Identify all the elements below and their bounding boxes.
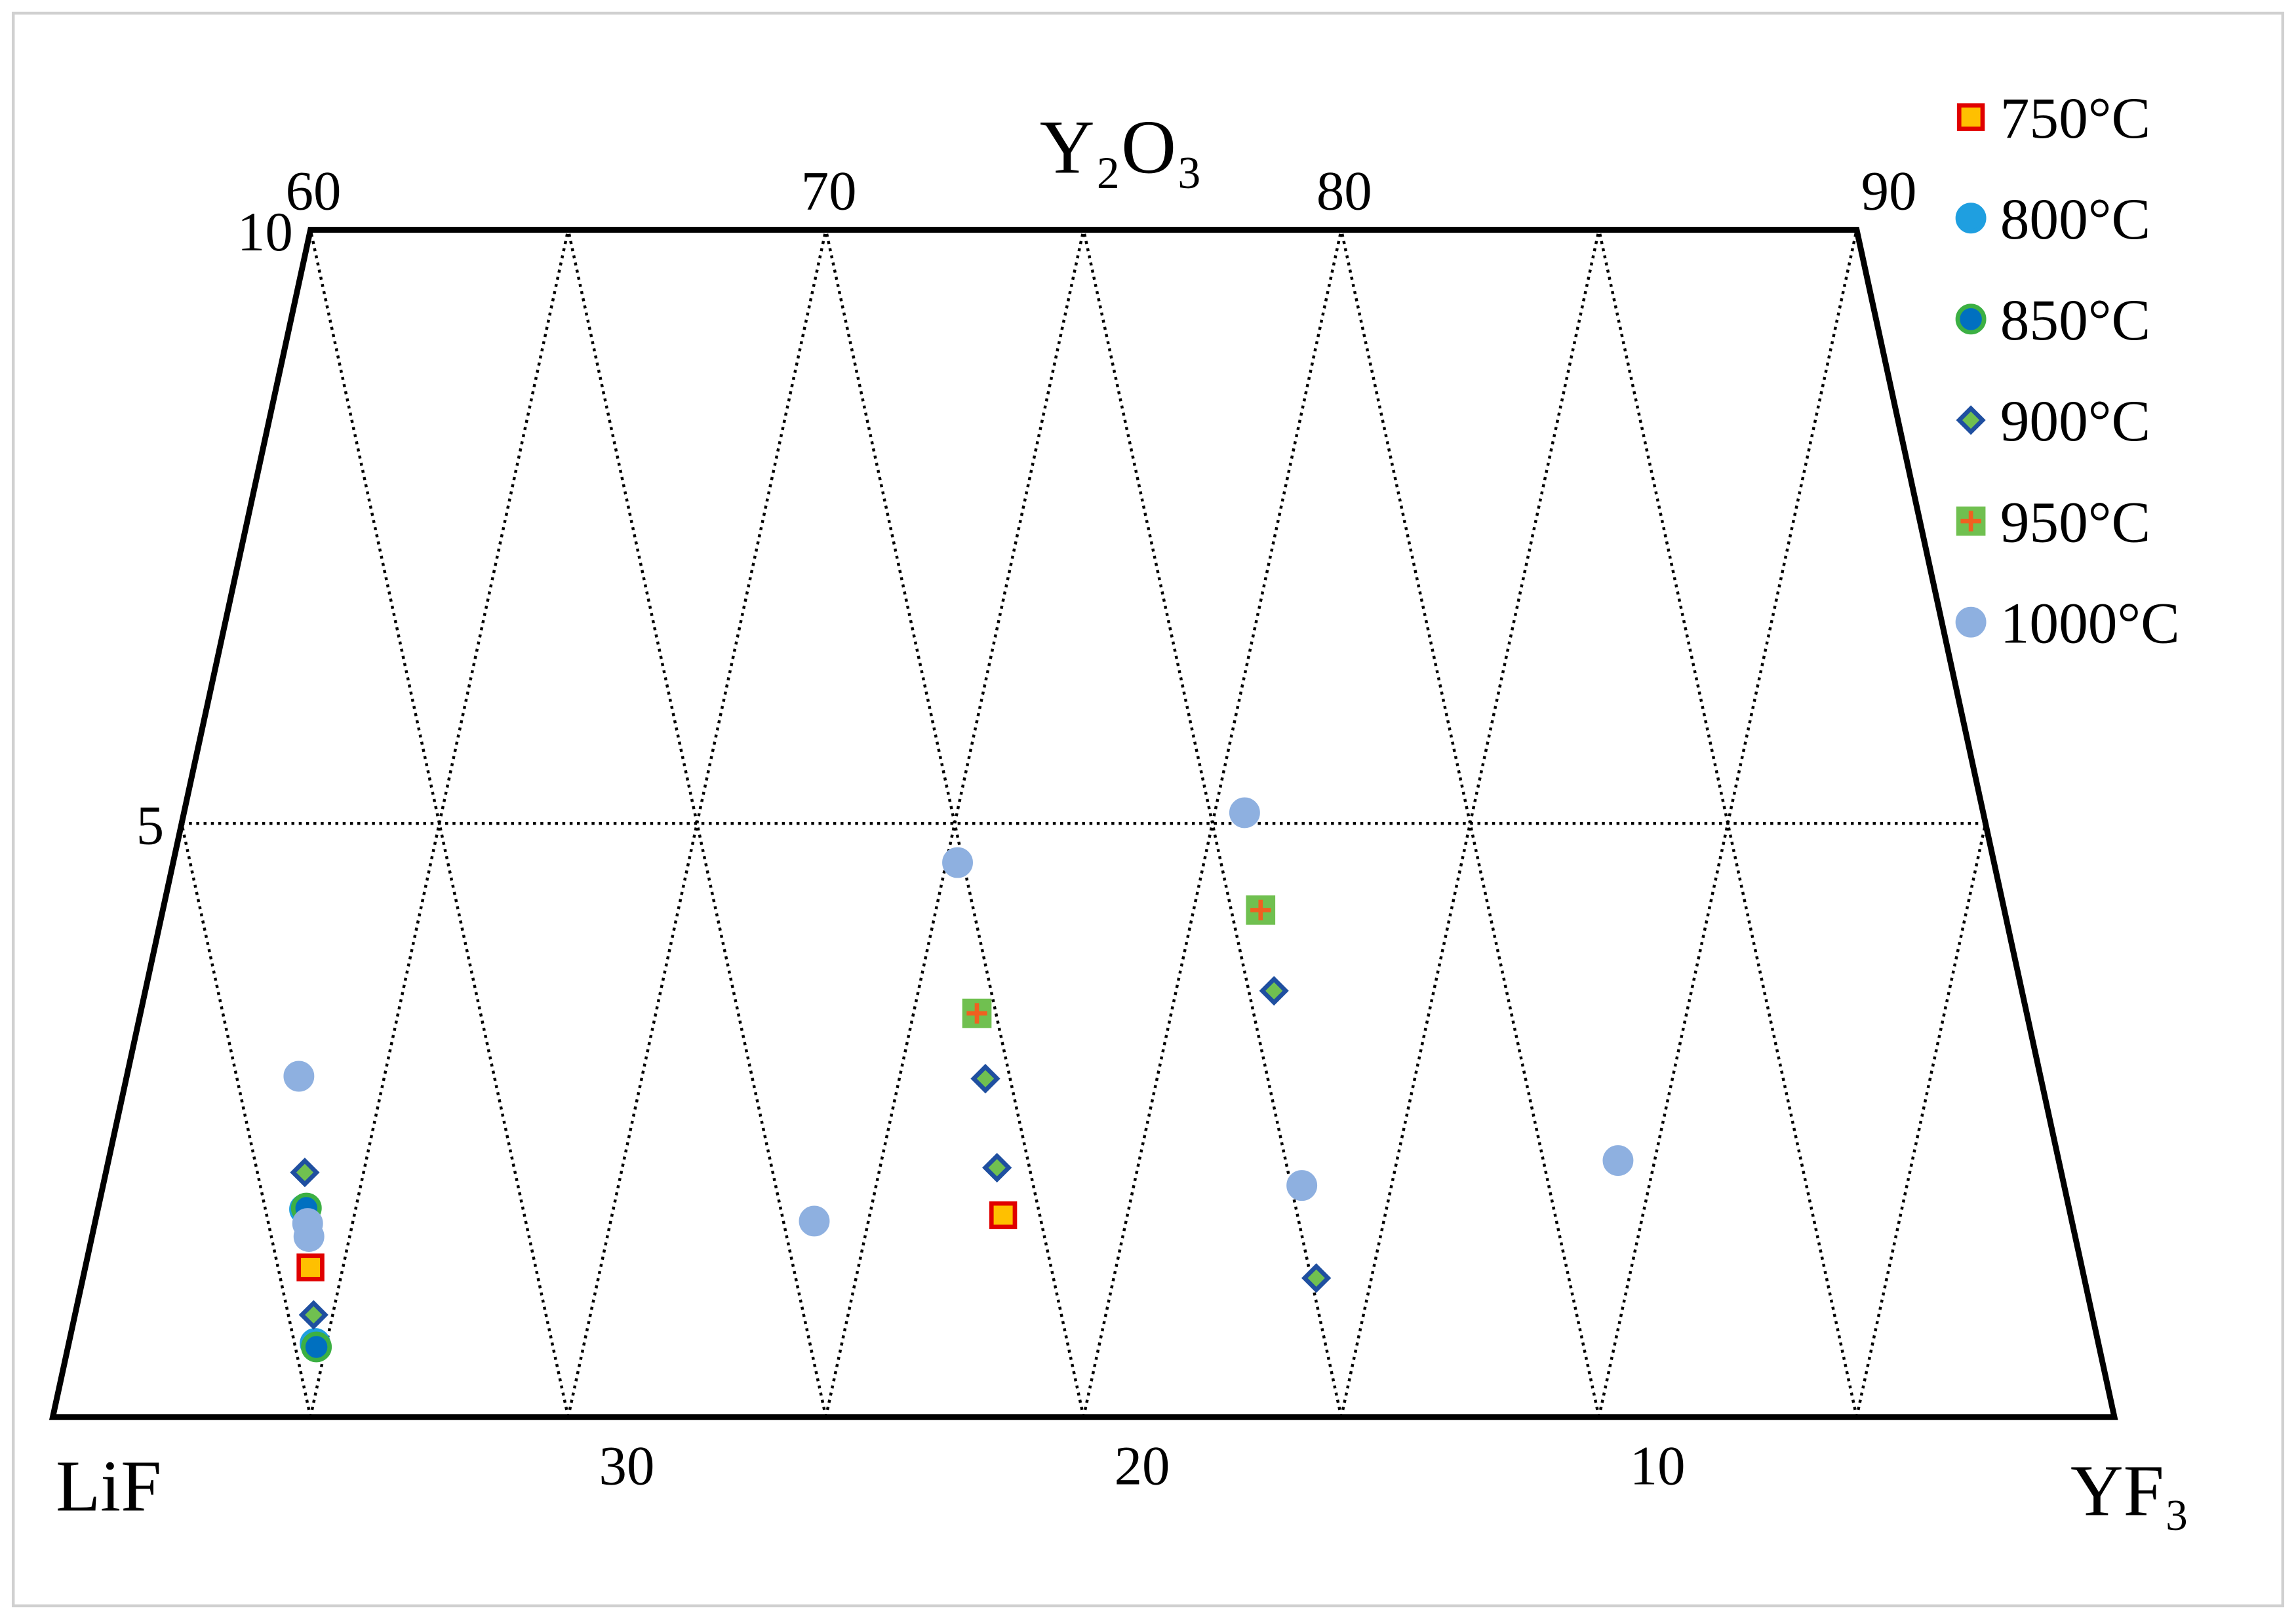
marker-cross [966, 1003, 987, 1024]
x2-tick-label: 90 [1861, 160, 1917, 222]
legend-item: 950°C [1956, 490, 2150, 555]
data-point [989, 1201, 1018, 1230]
marker [1229, 797, 1260, 829]
marker [942, 847, 973, 878]
marker [1286, 1170, 1318, 1201]
legend-item: 900°C [1956, 389, 2150, 454]
marker [293, 1221, 325, 1252]
data-point [982, 1152, 1012, 1183]
x2-tick-label: 80 [1316, 160, 1372, 222]
grid-line [824, 229, 1085, 1418]
marker [1956, 103, 1985, 131]
marker [970, 1064, 1000, 1094]
legend-label: 1000°C [2000, 591, 2180, 655]
x-tick-label: 20 [1115, 1435, 1170, 1497]
grid-line [566, 229, 827, 1418]
x2-tick-label: 70 [801, 160, 857, 222]
diagram-outline [49, 227, 2118, 1420]
grid-line [1597, 229, 1859, 1418]
marker [982, 1152, 1012, 1183]
grid-line [824, 229, 1085, 1418]
data-point [962, 998, 992, 1028]
data-point [1301, 1263, 1332, 1293]
marker [1955, 303, 1987, 335]
data-point [1246, 895, 1276, 925]
marker [799, 1205, 830, 1237]
left-vertex-label: LiF [56, 1446, 161, 1527]
data-point [1602, 1145, 1634, 1177]
legend-label: 800°C [2000, 187, 2150, 252]
marker [298, 1300, 328, 1330]
data-point [296, 1253, 325, 1281]
grid-line [309, 229, 570, 1418]
marker [1301, 1263, 1332, 1293]
grid-line [309, 229, 570, 1418]
marker-cross [1960, 511, 1981, 532]
y-tick-label: 10 [237, 201, 293, 263]
data-point [1229, 797, 1260, 829]
grid-line [1339, 229, 1601, 1418]
x2-tick-label: 60 [286, 160, 342, 222]
marker [1956, 405, 1986, 435]
x-tick-label: 10 [1630, 1435, 1686, 1497]
frame [11, 11, 2285, 1608]
data-point [290, 1158, 320, 1188]
marker [1955, 203, 1987, 234]
data-point [1286, 1170, 1318, 1201]
legend-item: 800°C [1955, 187, 2150, 252]
data-point [970, 1064, 1000, 1094]
grid-line [566, 229, 827, 1418]
grid-line [1339, 229, 1601, 1418]
grid-line [1597, 229, 1859, 1418]
marker [1955, 606, 1987, 638]
legend-label: 750°C [2000, 86, 2150, 151]
legend-label: 850°C [2000, 288, 2150, 353]
marker [989, 1201, 1018, 1230]
top-axis-label: Y₂O₃ [1040, 106, 1203, 190]
legend-label: 950°C [2000, 490, 2150, 555]
series [296, 1201, 1018, 1281]
data-point [301, 1331, 332, 1363]
grid-line [1855, 823, 1987, 1418]
series [290, 975, 1332, 1330]
legend-item: 1000°C [1955, 591, 2180, 655]
data-point [1259, 975, 1289, 1006]
marker [301, 1331, 332, 1363]
data-point [283, 1061, 315, 1092]
marker-cross [1250, 899, 1271, 921]
legend-item: 750°C [1956, 86, 2150, 151]
x-tick-label: 30 [599, 1435, 655, 1497]
marker [1259, 975, 1289, 1006]
series [962, 895, 1276, 1028]
data-point [942, 847, 973, 878]
y-tick-label: 5 [136, 794, 164, 856]
right-vertex-label: YF₃ [2070, 1450, 2190, 1531]
grid-line [1082, 229, 1343, 1418]
series [283, 797, 1634, 1252]
marker [296, 1253, 325, 1281]
data-point [293, 1221, 325, 1252]
legend-label: 900°C [2000, 389, 2150, 454]
legend-item: 850°C [1955, 288, 2150, 353]
grid-line [180, 823, 312, 1418]
marker [1602, 1145, 1634, 1177]
grid-line [1082, 229, 1343, 1418]
marker [290, 1158, 320, 1188]
marker [283, 1061, 315, 1092]
data-point [799, 1205, 830, 1237]
data-point [298, 1300, 328, 1330]
